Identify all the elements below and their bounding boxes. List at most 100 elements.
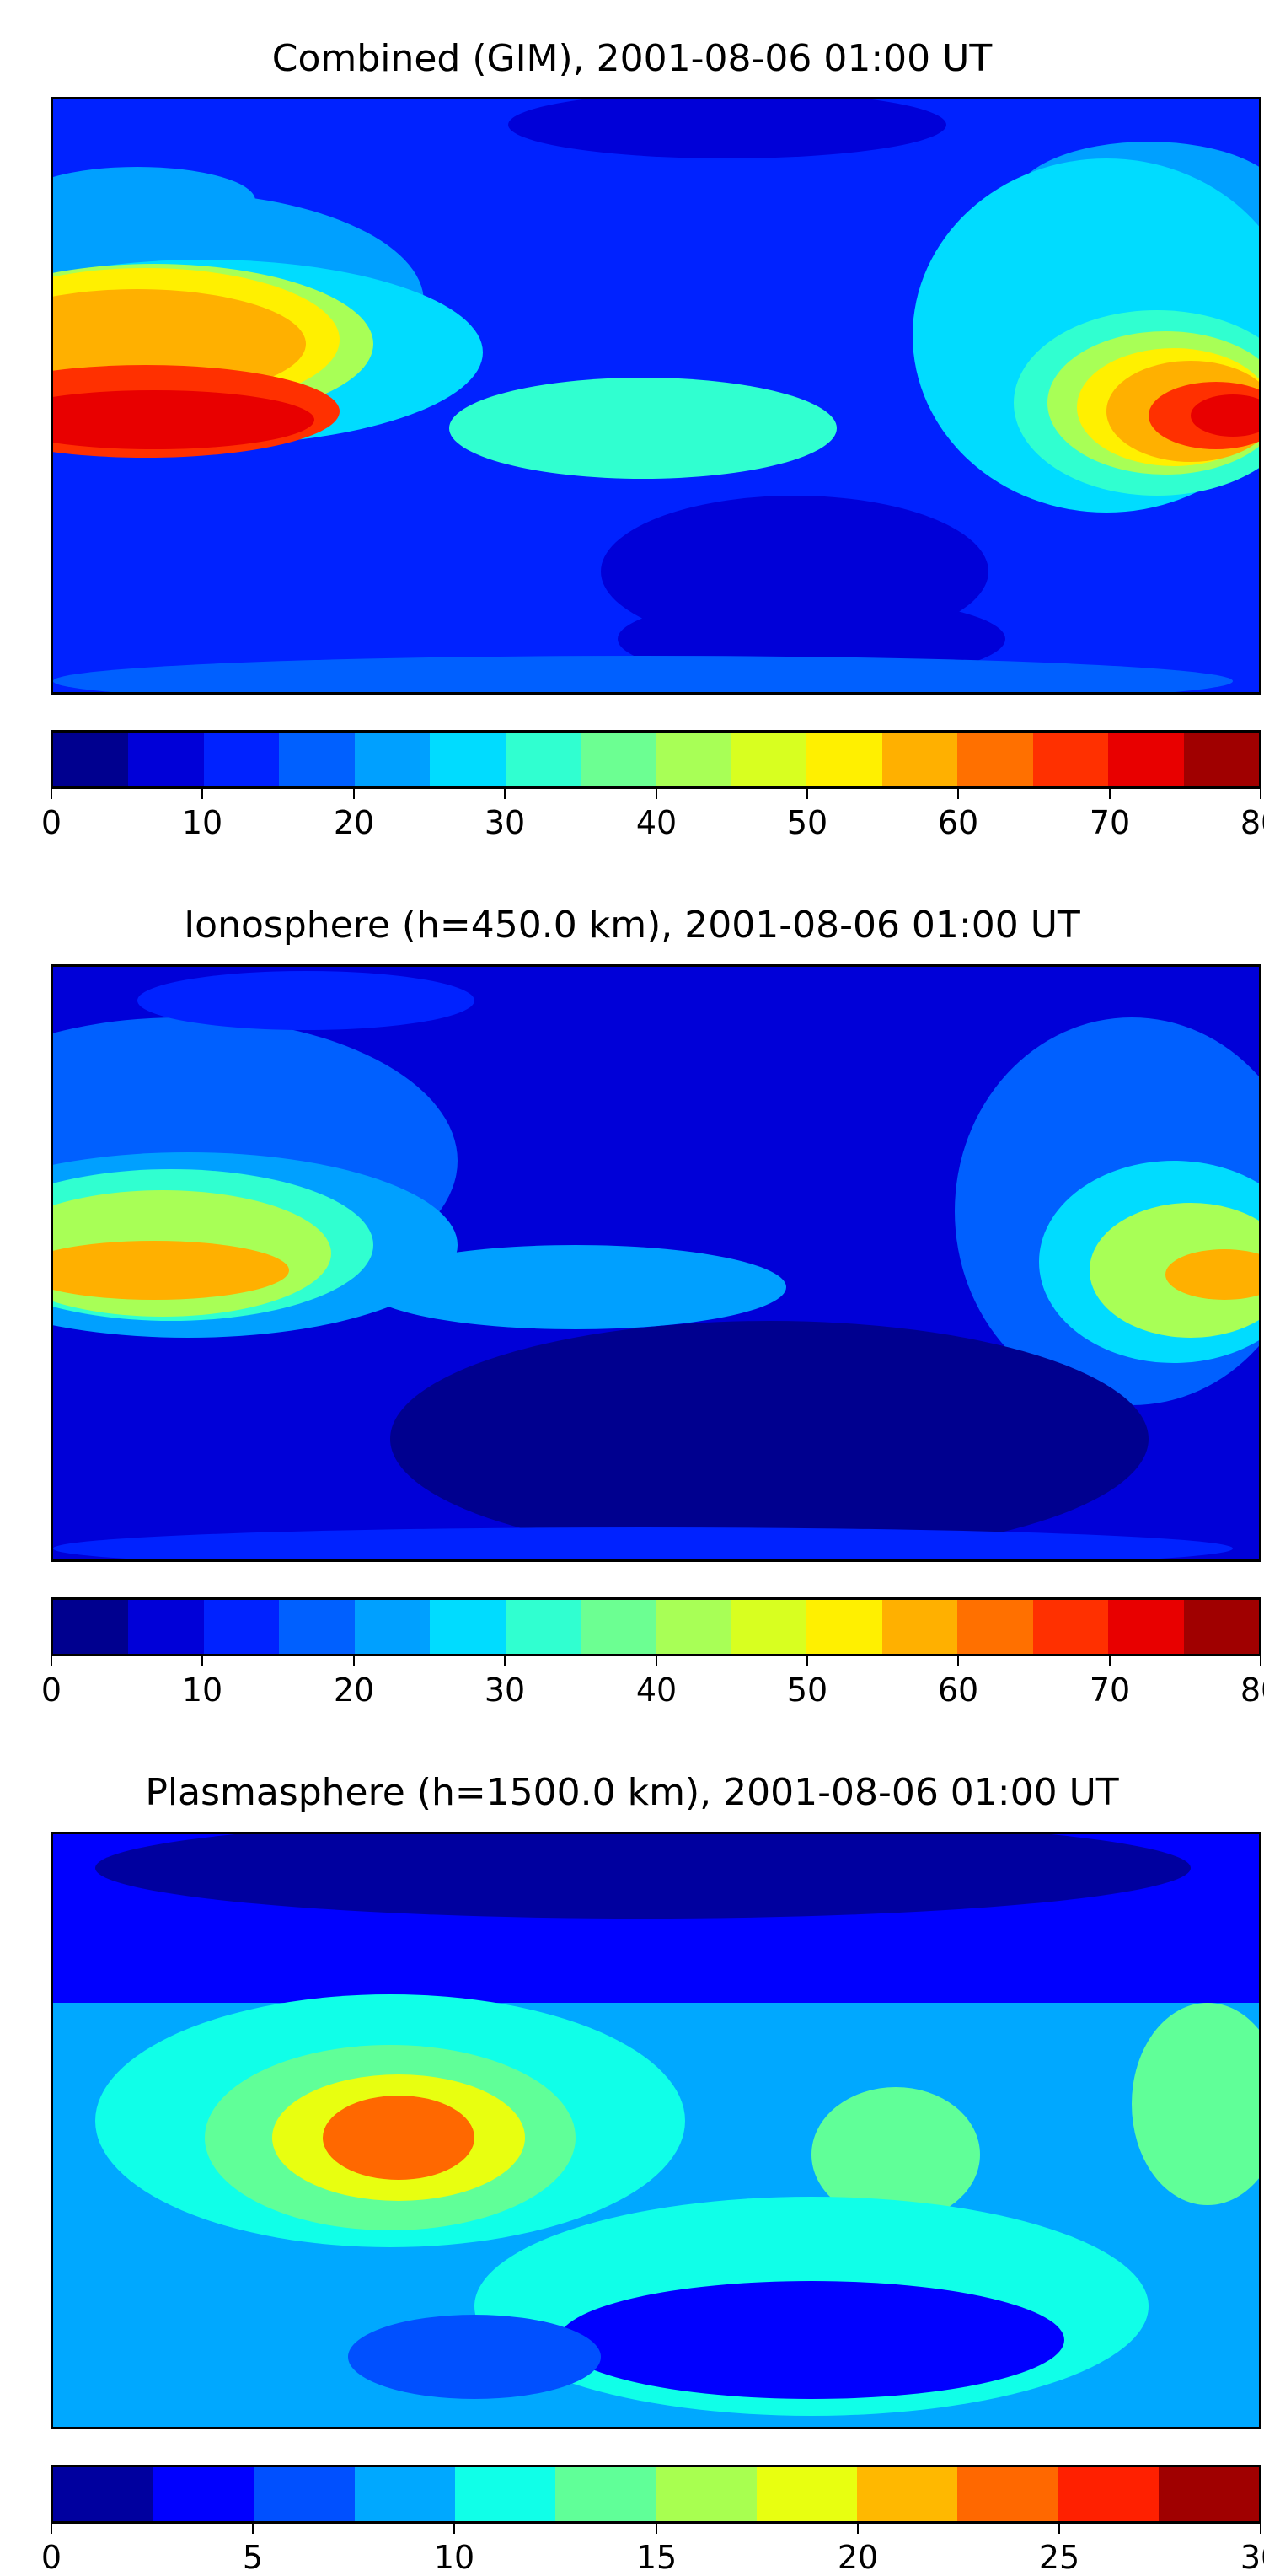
colorbar-segment bbox=[354, 733, 431, 786]
colorbar-tick bbox=[957, 1656, 959, 1666]
colorbar-segment bbox=[756, 2467, 857, 2521]
colorbar-tick-label: 5 bbox=[242, 2539, 264, 2576]
colorbar-tick-label: 10 bbox=[433, 2539, 475, 2576]
colorbar-tick bbox=[957, 789, 959, 799]
map-ionosphere bbox=[51, 964, 1261, 1562]
colorbar-tick-label: 30 bbox=[484, 804, 526, 841]
map-ionosphere-field bbox=[53, 967, 1259, 1559]
colorbar-tick bbox=[453, 2524, 455, 2534]
colorbar-segment bbox=[555, 2467, 656, 2521]
map-combined-field bbox=[53, 99, 1259, 692]
colorbar-segment bbox=[354, 1600, 431, 1654]
colorbar-segment bbox=[153, 2467, 254, 2521]
colorbar-tick-label: 60 bbox=[937, 1672, 979, 1709]
colorbar-segment bbox=[581, 733, 656, 786]
colorbar-segment bbox=[53, 1600, 129, 1654]
colorbar-segment bbox=[1183, 1600, 1259, 1654]
colorbar-tick-label: 10 bbox=[181, 804, 223, 841]
colorbar-segment bbox=[1058, 2467, 1159, 2521]
colorbar-segment bbox=[53, 2467, 154, 2521]
colorbar-tick-label: 10 bbox=[181, 1672, 223, 1709]
colorbar-tick-label: 0 bbox=[40, 804, 62, 841]
colorbar-tick-label: 80 bbox=[1240, 1672, 1264, 1709]
colorbar-segment bbox=[128, 1600, 204, 1654]
colorbar-tick bbox=[1109, 789, 1111, 799]
colorbar-segment bbox=[1032, 1600, 1109, 1654]
colorbar-tick bbox=[51, 2524, 52, 2534]
colorbar-tick-label: 50 bbox=[786, 1672, 828, 1709]
colorbar-segment bbox=[581, 1600, 656, 1654]
colorbar-segment bbox=[254, 2467, 355, 2521]
colorbar-segment bbox=[656, 733, 731, 786]
colorbar-segment bbox=[203, 733, 280, 786]
colorbar-tick-label: 20 bbox=[333, 804, 375, 841]
colorbar-tick bbox=[1109, 1656, 1111, 1666]
colorbar-segment bbox=[455, 2467, 556, 2521]
panel-title-plasmasphere: Plasmasphere (h=1500.0 km), 2001-08-06 0… bbox=[145, 1771, 1119, 1814]
colorbar-tick bbox=[252, 2524, 254, 2534]
colorbar-tick bbox=[201, 1656, 203, 1666]
colorbar-segment bbox=[957, 1600, 1033, 1654]
colorbar-tick bbox=[504, 789, 506, 799]
map-combined bbox=[51, 97, 1261, 695]
colorbar-tick-label: 30 bbox=[1240, 2539, 1264, 2576]
colorbar-segment bbox=[128, 733, 204, 786]
colorbar-segment bbox=[279, 733, 355, 786]
colorbar-tick-label: 40 bbox=[635, 804, 678, 841]
panel-title-ionosphere: Ionosphere (h=450.0 km), 2001-08-06 01:0… bbox=[184, 904, 1080, 947]
colorbar-tick bbox=[201, 789, 203, 799]
map-plasmasphere-field bbox=[53, 1834, 1259, 2427]
colorbar-segment bbox=[881, 1600, 958, 1654]
colorbar-tick-label: 15 bbox=[635, 2539, 678, 2576]
colorbar-tick bbox=[806, 789, 808, 799]
colorbar-ionosphere bbox=[51, 1597, 1261, 1656]
colorbar-tick bbox=[353, 1656, 355, 1666]
colorbar-tick-label: 50 bbox=[786, 804, 828, 841]
colorbar-segment bbox=[505, 1600, 581, 1654]
colorbar-segment bbox=[731, 1600, 807, 1654]
colorbar-segment bbox=[656, 2467, 757, 2521]
colorbar-tick bbox=[806, 1656, 808, 1666]
colorbar-tick-label: 20 bbox=[333, 1672, 375, 1709]
colorbar-segment bbox=[1108, 1600, 1184, 1654]
colorbar-segment bbox=[1108, 733, 1184, 786]
colorbar-tick-label: 25 bbox=[1038, 2539, 1080, 2576]
colorbar-segment bbox=[656, 1600, 731, 1654]
colorbar-segment bbox=[806, 1600, 882, 1654]
colorbar-combined bbox=[51, 730, 1261, 789]
colorbar-ticks-plasmasphere: 0 5 10 15 20 25 30 bbox=[41, 2524, 1264, 2576]
colorbar-segment bbox=[857, 2467, 958, 2521]
colorbar-tick-label: 80 bbox=[1240, 804, 1264, 841]
colorbar-tick-label: 0 bbox=[40, 2539, 62, 2576]
colorbar-tick-label: 70 bbox=[1089, 1672, 1131, 1709]
colorbar-segment bbox=[279, 1600, 355, 1654]
colorbar-tick bbox=[1260, 2524, 1261, 2534]
colorbar-segment bbox=[354, 2467, 455, 2521]
colorbar-tick-label: 0 bbox=[40, 1672, 62, 1709]
colorbar-segment bbox=[1183, 733, 1259, 786]
colorbar-segment bbox=[1032, 733, 1109, 786]
colorbar-tick bbox=[857, 2524, 859, 2534]
colorbar-tick-label: 20 bbox=[837, 2539, 879, 2576]
colorbar-tick bbox=[353, 789, 355, 799]
colorbar-tick bbox=[656, 789, 657, 799]
map-plasmasphere bbox=[51, 1832, 1261, 2429]
colorbar-tick-label: 60 bbox=[937, 804, 979, 841]
colorbar-tick bbox=[51, 789, 52, 799]
colorbar-tick bbox=[51, 1656, 52, 1666]
colorbar-tick bbox=[1260, 1656, 1261, 1666]
colorbar-segment bbox=[957, 733, 1033, 786]
colorbar-plasmasphere bbox=[51, 2465, 1261, 2524]
colorbar-segment bbox=[881, 733, 958, 786]
colorbar-segment bbox=[957, 2467, 1058, 2521]
colorbar-segment bbox=[430, 1600, 506, 1654]
colorbar-tick bbox=[1058, 2524, 1060, 2534]
panel-title-combined: Combined (GIM), 2001-08-06 01:00 UT bbox=[271, 37, 993, 80]
colorbar-segment bbox=[731, 733, 807, 786]
colorbar-segment bbox=[203, 1600, 280, 1654]
colorbar-segment bbox=[1158, 2467, 1259, 2521]
colorbar-ticks-ionosphere: 0 10 20 30 40 50 60 70 80 bbox=[41, 1656, 1264, 1709]
colorbar-tick bbox=[1260, 789, 1261, 799]
colorbar-segment bbox=[430, 733, 506, 786]
colorbar-ticks-combined: 0 10 20 30 40 50 60 70 80 bbox=[41, 789, 1264, 841]
